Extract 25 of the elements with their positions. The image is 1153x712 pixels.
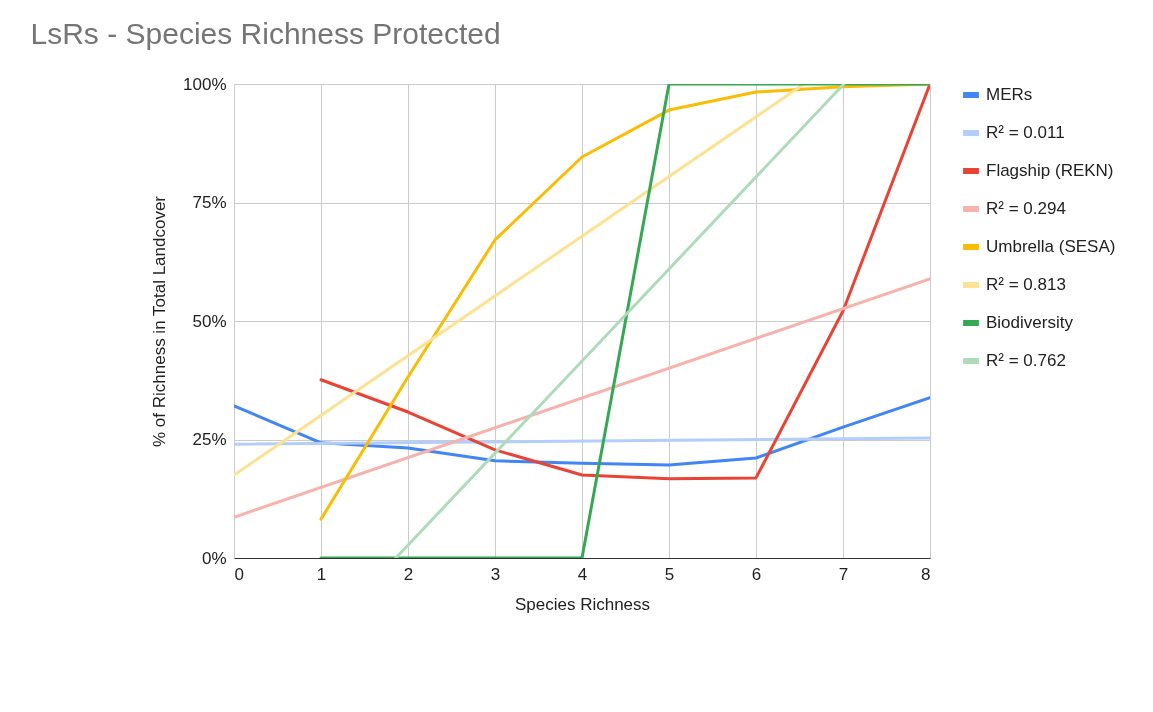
x-tick-label: 5: [664, 564, 675, 584]
legend-label: Biodiversity: [986, 313, 1074, 332]
legend-label: R² = 0.762: [986, 351, 1066, 370]
legend-label: R² = 0.011: [986, 123, 1065, 142]
x-tick-label: 7: [838, 564, 849, 584]
x-tick-label: 0: [234, 564, 244, 584]
x-tick-label: 6: [751, 564, 762, 584]
y-tick-label: 0%: [201, 548, 227, 568]
y-tick-label: 100%: [183, 74, 227, 94]
legend-label: MERs: [986, 85, 1033, 104]
x-tick-label: 4: [577, 564, 588, 584]
x-tick-label: 3: [490, 564, 501, 584]
legend-label: R² = 0.813: [986, 275, 1066, 294]
legend-label: Flagship (REKN): [986, 161, 1114, 180]
x-tick-label: 8: [921, 564, 931, 584]
legend-label: R² = 0.294: [986, 199, 1066, 218]
x-axis-title: Species Richness: [514, 594, 651, 614]
chart-title: LsRs - Species Richness Protected: [30, 17, 501, 50]
x-tick-label: 1: [316, 564, 327, 584]
y-tick-label: 75%: [192, 193, 227, 212]
legend-label: Umbrella (SESA): [986, 237, 1116, 256]
x-tick-label: 2: [403, 564, 414, 584]
y-axis-title: % of Richness in Total Landcover: [150, 195, 170, 448]
y-tick-label: 50%: [192, 311, 227, 331]
y-tick-label: 25%: [192, 430, 227, 449]
